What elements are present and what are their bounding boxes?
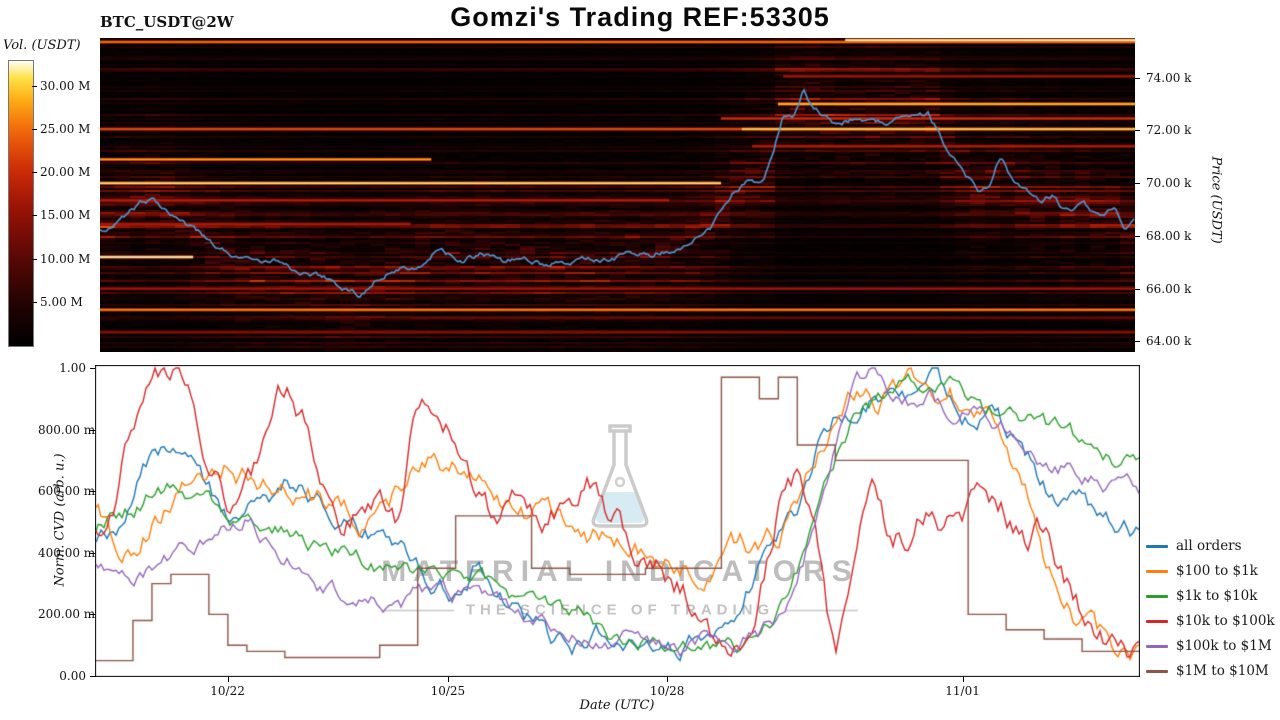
cvd-axis-label: Norm. CVD (arb. u.): [52, 453, 68, 587]
y-tick-mark: [90, 614, 95, 616]
price-tick-mark: [1135, 288, 1140, 290]
price-tick-label: 66.00 k: [1146, 281, 1192, 296]
volume-colorbar: [8, 60, 34, 347]
y-tick-mark: [90, 676, 95, 677]
cvd-chart-canvas: [95, 365, 1140, 677]
legend-label: $100k to $1M: [1176, 638, 1272, 654]
x-tick-label: 10/25: [430, 684, 466, 698]
legend-item: all orders: [1146, 538, 1275, 554]
x-tick-label: 11/01: [945, 684, 980, 698]
y-tick-mark: [90, 491, 95, 493]
date-axis-label: Date (UTC): [579, 698, 655, 713]
legend-item: $100k to $1M: [1146, 638, 1275, 654]
colorbar-tick-label: 10.00 M: [40, 251, 91, 266]
legend-label: $1k to $10k: [1176, 588, 1258, 604]
legend-item: $10k to $100k: [1146, 613, 1275, 629]
legend-swatch: [1146, 619, 1168, 623]
colorbar-tick-mark: [32, 258, 37, 260]
colorbar-tick-label: 5.00 M: [40, 294, 83, 309]
colorbar-tick-mark: [32, 85, 37, 87]
price-tick-label: 72.00 k: [1146, 123, 1192, 138]
price-tick-label: 70.00 k: [1146, 176, 1192, 191]
price-tick-label: 74.00 k: [1146, 70, 1192, 85]
colorbar-tick-mark: [32, 301, 37, 303]
colorbar-tick-label: 15.00 M: [40, 208, 91, 223]
y-tick-label: 800.00 m: [38, 422, 96, 437]
colorbar-tick-mark: [32, 215, 37, 217]
legend-swatch: [1146, 644, 1168, 648]
legend: all orders $100 to $1k $1k to $10k $10k to …: [1146, 538, 1275, 679]
price-tick-mark: [1135, 77, 1140, 79]
legend-swatch: [1146, 569, 1168, 573]
symbol-timeframe-label: BTC_USDT@2W: [100, 13, 234, 31]
y-tick-mark: [90, 429, 95, 431]
legend-label: $10k to $100k: [1176, 613, 1275, 629]
x-tick-mark: [962, 677, 964, 682]
y-tick-label: 200.00 m: [38, 607, 96, 622]
legend-item: $100 to $1k: [1146, 563, 1275, 579]
legend-swatch: [1146, 594, 1168, 598]
y-tick-label: 0.00: [59, 669, 86, 683]
x-tick-mark: [667, 677, 669, 682]
price-tick-label: 68.00 k: [1146, 228, 1192, 243]
y-tick-label: 400.00 m: [38, 545, 96, 560]
legend-label: $100 to $1k: [1176, 563, 1258, 579]
volume-heatmap-canvas: [100, 38, 1135, 352]
y-tick-label: 600.00 m: [38, 484, 96, 499]
price-tick-mark: [1135, 341, 1140, 343]
x-tick-label: 10/22: [210, 684, 245, 698]
colorbar-tick-mark: [32, 129, 37, 131]
price-tick-mark: [1135, 183, 1140, 185]
colorbar-tick-label: 25.00 M: [40, 122, 91, 137]
y-tick-label: 1.00: [59, 361, 86, 375]
price-axis-label: Price (USDT): [1208, 156, 1224, 244]
x-tick-label: 10/28: [649, 684, 685, 698]
x-tick-mark: [227, 677, 229, 682]
legend-label: all orders: [1176, 538, 1242, 554]
price-tick-label: 64.00 k: [1146, 334, 1192, 349]
x-tick-mark: [447, 677, 449, 682]
y-tick-mark: [90, 552, 95, 554]
colorbar-tick-mark: [32, 172, 37, 174]
colorbar-tick-label: 20.00 M: [40, 165, 91, 180]
legend-swatch: [1146, 544, 1168, 548]
legend-item: $1M to $10M: [1146, 663, 1275, 679]
page-title: Gomzi's Trading REF:53305: [450, 2, 830, 32]
colorbar-tick-label: 30.00 M: [40, 78, 91, 93]
legend-swatch: [1146, 669, 1168, 673]
y-tick-mark: [90, 368, 95, 369]
colorbar-title: Vol. (USDT): [3, 38, 81, 53]
legend-label: $1M to $10M: [1176, 663, 1269, 679]
legend-item: $1k to $10k: [1146, 588, 1275, 604]
price-tick-mark: [1135, 235, 1140, 237]
price-tick-mark: [1135, 130, 1140, 132]
